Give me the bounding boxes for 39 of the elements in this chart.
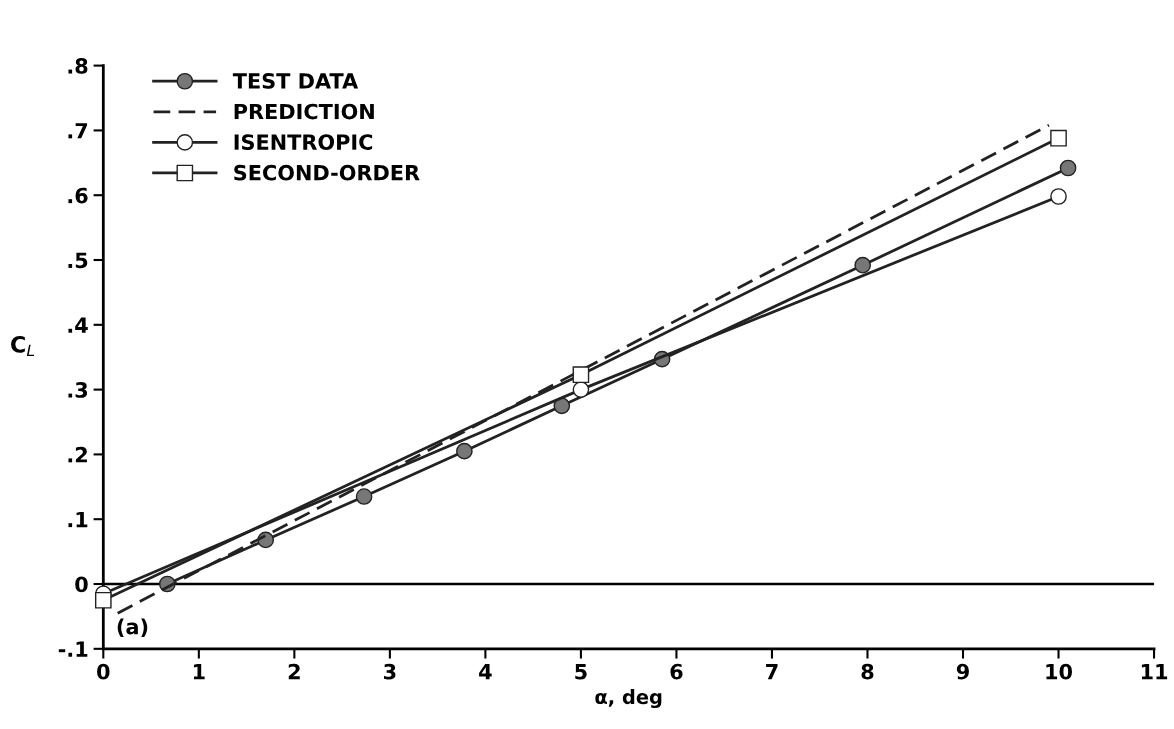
x-axis-title: α, deg xyxy=(595,689,662,709)
legend-label: ISENTROPIC xyxy=(234,134,373,150)
x-tick-label: 8 xyxy=(861,663,874,680)
annotation: (a) xyxy=(117,618,148,637)
point xyxy=(1059,159,1077,177)
x-tick-label: 0 xyxy=(97,663,110,680)
x-tick-label: 6 xyxy=(670,663,683,680)
point xyxy=(355,488,373,505)
y-tick-label: .3 xyxy=(68,382,88,398)
legend-label: TEST DATA xyxy=(232,73,359,89)
x-tick-label: 1 xyxy=(193,664,205,680)
y-tick-label: .5 xyxy=(68,252,88,269)
x-tick-label: 9 xyxy=(956,663,969,680)
x-tick-label: 4 xyxy=(479,664,492,680)
y-tick-label: .4 xyxy=(68,317,88,333)
x-tick-label: 2 xyxy=(288,663,300,680)
y-tick-label: .6 xyxy=(68,187,88,204)
point xyxy=(1050,129,1067,147)
y-tick-label: .8 xyxy=(68,58,88,74)
y-axis-title: C$_{L}$ xyxy=(11,335,35,357)
y-tick-label: 0 xyxy=(75,576,88,593)
point xyxy=(572,381,590,398)
y-tick-label: .2 xyxy=(68,446,87,463)
point xyxy=(456,442,473,460)
point xyxy=(553,397,571,415)
point xyxy=(1050,188,1067,205)
legend-label: SECOND-ORDER xyxy=(234,164,420,181)
x-tick-label: 10 xyxy=(1046,663,1073,680)
y-tick-label: -.1 xyxy=(58,641,88,657)
y-tick-label: .1 xyxy=(68,511,88,528)
x-tick-label: 3 xyxy=(384,663,396,680)
x-tick-label: 7 xyxy=(766,664,778,680)
point xyxy=(94,591,112,609)
legend-label: PREDICTION xyxy=(234,103,374,120)
point xyxy=(854,256,872,274)
x-tick-label: 11 xyxy=(1141,664,1168,680)
y-tick-label: .7 xyxy=(68,123,88,139)
point xyxy=(572,366,590,384)
x-tick-label: 5 xyxy=(575,664,587,680)
